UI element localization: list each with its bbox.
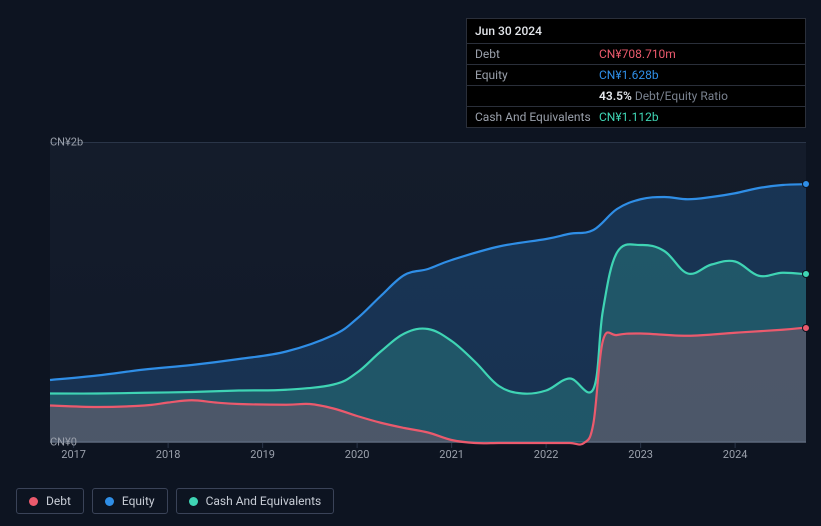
chart-tooltip: Jun 30 2024 DebtCN¥708.710mEquityCN¥1.62… bbox=[466, 18, 806, 128]
y-axis-label: CN¥2b bbox=[50, 136, 92, 149]
tooltip-value: CN¥708.710m bbox=[599, 47, 676, 61]
legend-dot bbox=[29, 497, 38, 506]
tooltip-row: EquityCN¥1.628b bbox=[467, 65, 805, 86]
x-axis-label: 2023 bbox=[628, 448, 653, 461]
y-axis-label: CN¥0 bbox=[50, 436, 92, 449]
legend-item-debt[interactable]: Debt bbox=[16, 488, 84, 514]
chart-legend: Debt Equity Cash And Equivalents bbox=[16, 488, 334, 514]
legend-dot bbox=[189, 497, 198, 506]
tooltip-row: 43.5% Debt/Equity Ratio bbox=[467, 86, 805, 107]
x-axis-label: 2019 bbox=[250, 448, 275, 461]
legend-label: Cash And Equivalents bbox=[206, 494, 322, 508]
x-axis-label: 2018 bbox=[156, 448, 181, 461]
tooltip-label: Debt bbox=[475, 47, 599, 61]
x-axis-label: 2024 bbox=[723, 448, 748, 461]
plot-area[interactable] bbox=[50, 142, 806, 442]
x-axis-label: 2021 bbox=[439, 448, 464, 461]
legend-item-cash-and-equivalents[interactable]: Cash And Equivalents bbox=[176, 488, 335, 514]
end-marker-equity bbox=[802, 180, 810, 188]
x-axis-label: 2017 bbox=[61, 448, 86, 461]
legend-label: Equity bbox=[122, 494, 155, 508]
tooltip-value: 43.5% Debt/Equity Ratio bbox=[599, 89, 728, 103]
debt-equity-chart: CN¥2b CN¥0 2017 2018 2019 2020 2021 2022 2023 20… bbox=[16, 120, 806, 480]
tooltip-label: Equity bbox=[475, 68, 599, 82]
tooltip-date: Jun 30 2024 bbox=[467, 19, 805, 44]
legend-dot bbox=[105, 497, 114, 506]
legend-label: Debt bbox=[46, 494, 71, 508]
x-axis-label: 2022 bbox=[534, 448, 559, 461]
tooltip-row: DebtCN¥708.710m bbox=[467, 44, 805, 65]
x-axis-label: 2020 bbox=[345, 448, 370, 461]
legend-item-equity[interactable]: Equity bbox=[92, 488, 168, 514]
end-marker-cash-and-equivalents bbox=[802, 270, 810, 278]
tooltip-value: CN¥1.628b bbox=[599, 68, 659, 82]
end-marker-debt bbox=[802, 324, 810, 332]
tooltip-label bbox=[475, 89, 599, 103]
